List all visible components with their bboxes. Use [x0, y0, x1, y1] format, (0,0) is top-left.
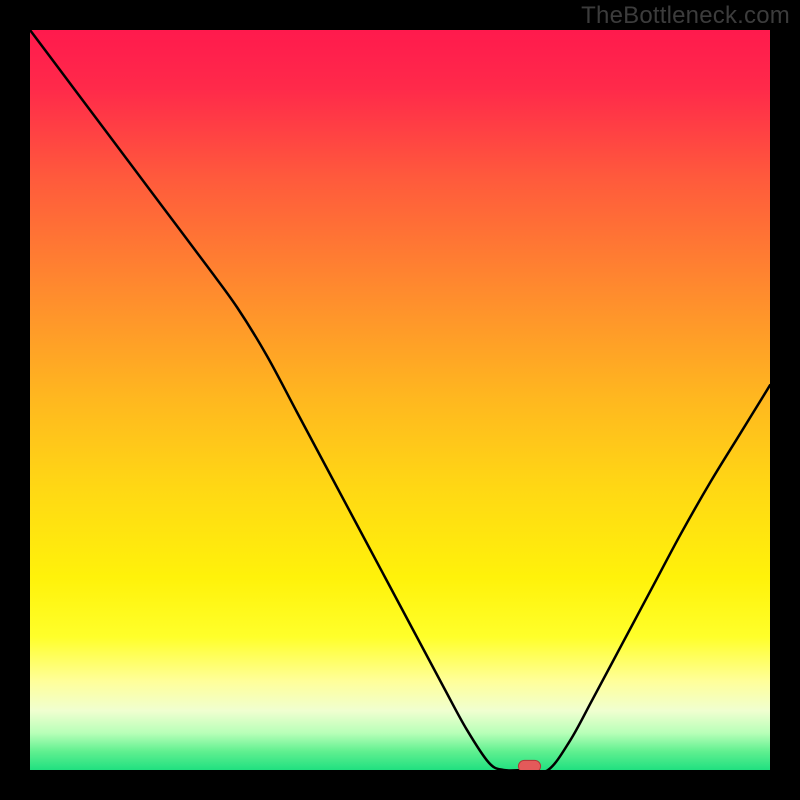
attribution-label: TheBottleneck.com — [581, 2, 790, 30]
bottleneck-chart — [30, 30, 770, 770]
optimal-point-marker — [518, 760, 540, 770]
chart-background — [30, 30, 770, 770]
chart-stage: TheBottleneck.com — [0, 0, 800, 800]
